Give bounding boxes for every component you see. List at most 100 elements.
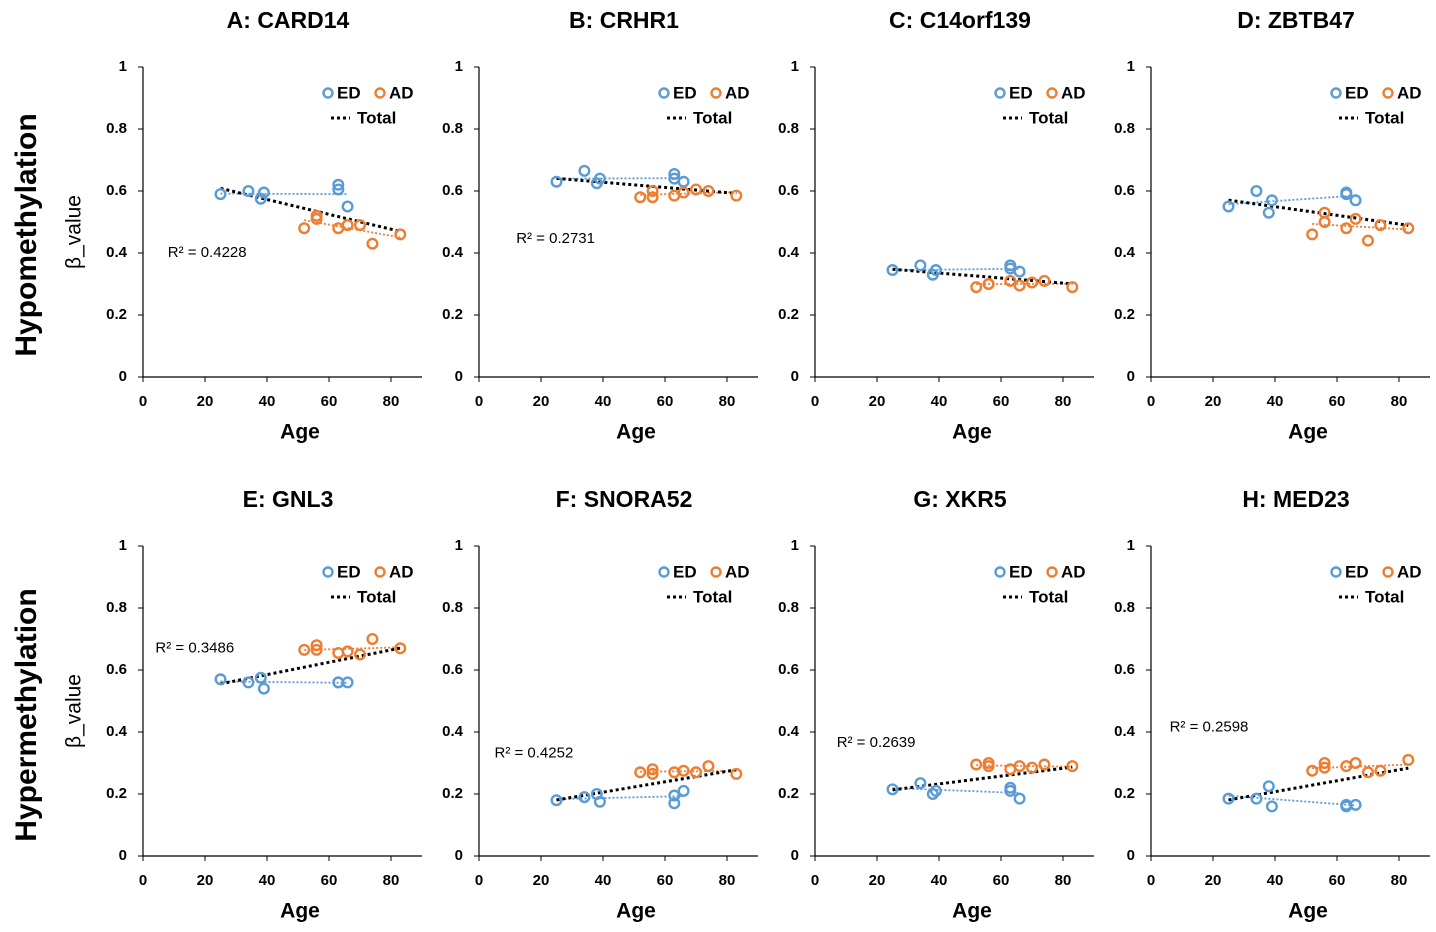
y-tick-label: 0.2 [106, 785, 127, 802]
x-tick-label: 80 [383, 872, 400, 889]
row-label: Hypomethylation [10, 113, 43, 356]
legend-label: Total [1029, 108, 1068, 127]
point [646, 763, 659, 776]
series-trendline [1228, 194, 1356, 206]
legend-label: ED [673, 83, 697, 102]
point [1066, 281, 1079, 294]
y-tick-label: 0.4 [1114, 723, 1136, 740]
panel: E: GNL3 0 0.2 0.4 0.6 0.8 1 0 20 40 60 80 Age β_value… [63, 486, 422, 923]
point [593, 172, 606, 185]
y-tick-label: 1 [119, 537, 127, 554]
legend-label: AD [725, 562, 750, 581]
legend-marker [710, 87, 722, 99]
point [1250, 792, 1263, 805]
legend-label: ED [1009, 83, 1033, 102]
point [254, 671, 267, 684]
y-tick-label: 0.8 [778, 120, 799, 137]
x-tick-label: 20 [533, 393, 550, 410]
point [550, 175, 563, 188]
y-axis-title: β_value [63, 195, 86, 269]
point [1349, 212, 1362, 225]
series-trendline [892, 787, 1020, 794]
y-tick-label: 0.4 [778, 723, 800, 740]
y-tick-label: 0 [119, 847, 127, 864]
chart-title: F: SNORA52 [556, 486, 693, 512]
point [929, 784, 942, 797]
x-tick-label: 60 [1329, 872, 1346, 889]
point [1004, 274, 1017, 287]
series-trendline [556, 795, 684, 801]
y-tick-label: 0.6 [442, 661, 463, 678]
legend-label: Total [693, 108, 732, 127]
point [970, 758, 983, 771]
point [646, 184, 659, 197]
point [1361, 766, 1374, 779]
legend-marker [374, 566, 386, 578]
legend-label: Total [1365, 587, 1404, 606]
x-axis-title: Age [616, 900, 656, 923]
legend-label: ED [1345, 562, 1369, 581]
legend-label: Total [693, 587, 732, 606]
legend-label: Total [1365, 108, 1404, 127]
x-tick-label: 60 [657, 872, 674, 889]
point [646, 191, 659, 204]
point [1025, 761, 1038, 774]
point [298, 643, 311, 656]
y-tick-label: 0.8 [106, 120, 127, 137]
point [1013, 792, 1026, 805]
y-tick-label: 0.6 [778, 661, 799, 678]
y-tick-label: 0.2 [442, 306, 463, 323]
x-axis-title: Age [280, 900, 320, 923]
point [332, 646, 345, 659]
point [1222, 200, 1235, 213]
series-trendline [1228, 794, 1356, 807]
legend-marker [1046, 566, 1058, 578]
x-tick-label: 60 [321, 872, 338, 889]
point [730, 767, 743, 780]
point [332, 178, 345, 191]
x-tick-label: 80 [1391, 393, 1408, 410]
point [982, 757, 995, 770]
point [1374, 764, 1387, 777]
legend-label: ED [1009, 562, 1033, 581]
point [677, 764, 690, 777]
total-trendline [892, 267, 1073, 286]
point [550, 794, 563, 807]
series-trendline [892, 267, 1020, 271]
point [1038, 758, 1051, 771]
point [341, 645, 354, 658]
y-axis-title: β_value [63, 674, 86, 748]
legend-label: ED [337, 562, 361, 581]
legend-marker [994, 87, 1006, 99]
x-tick-label: 20 [197, 393, 214, 410]
legend-marker [322, 566, 334, 578]
point [341, 200, 354, 213]
legend-marker [1382, 566, 1394, 578]
point [926, 788, 939, 801]
x-axis-title: Age [1288, 421, 1328, 444]
x-tick-label: 0 [811, 872, 819, 889]
chart-title: C: C14orf139 [889, 7, 1031, 33]
point [578, 164, 591, 177]
r-squared: R² = 0.2598 [1170, 718, 1249, 735]
point [366, 237, 379, 250]
chart-title: G: XKR5 [913, 486, 1007, 512]
x-tick-label: 40 [259, 872, 276, 889]
point [1374, 219, 1387, 232]
y-tick-label: 0 [791, 368, 799, 385]
y-tick-label: 0.8 [442, 599, 463, 616]
legend-label: Total [357, 587, 396, 606]
legend-label: AD [1397, 562, 1422, 581]
point [354, 648, 367, 661]
x-tick-label: 80 [1391, 872, 1408, 889]
series-trendline [556, 177, 684, 180]
point [578, 791, 591, 804]
chart-title: E: GNL3 [243, 486, 334, 512]
point [332, 183, 345, 196]
y-tick-label: 0.4 [106, 244, 128, 261]
point [668, 167, 681, 180]
total-trendline [556, 768, 737, 802]
x-tick-label: 60 [993, 872, 1010, 889]
point [677, 186, 690, 199]
point [982, 278, 995, 291]
